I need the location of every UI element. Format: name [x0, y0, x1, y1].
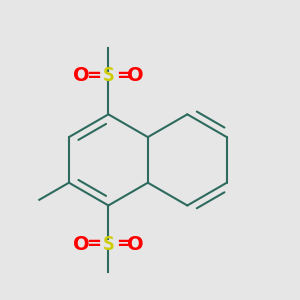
- Text: S: S: [103, 66, 114, 85]
- Text: =: =: [116, 235, 131, 253]
- Text: =: =: [86, 67, 101, 85]
- Text: O: O: [127, 66, 144, 85]
- Text: O: O: [127, 235, 144, 254]
- Text: =: =: [116, 67, 131, 85]
- Text: O: O: [73, 66, 90, 85]
- Text: =: =: [86, 235, 101, 253]
- Text: O: O: [73, 235, 90, 254]
- Text: S: S: [103, 235, 114, 254]
